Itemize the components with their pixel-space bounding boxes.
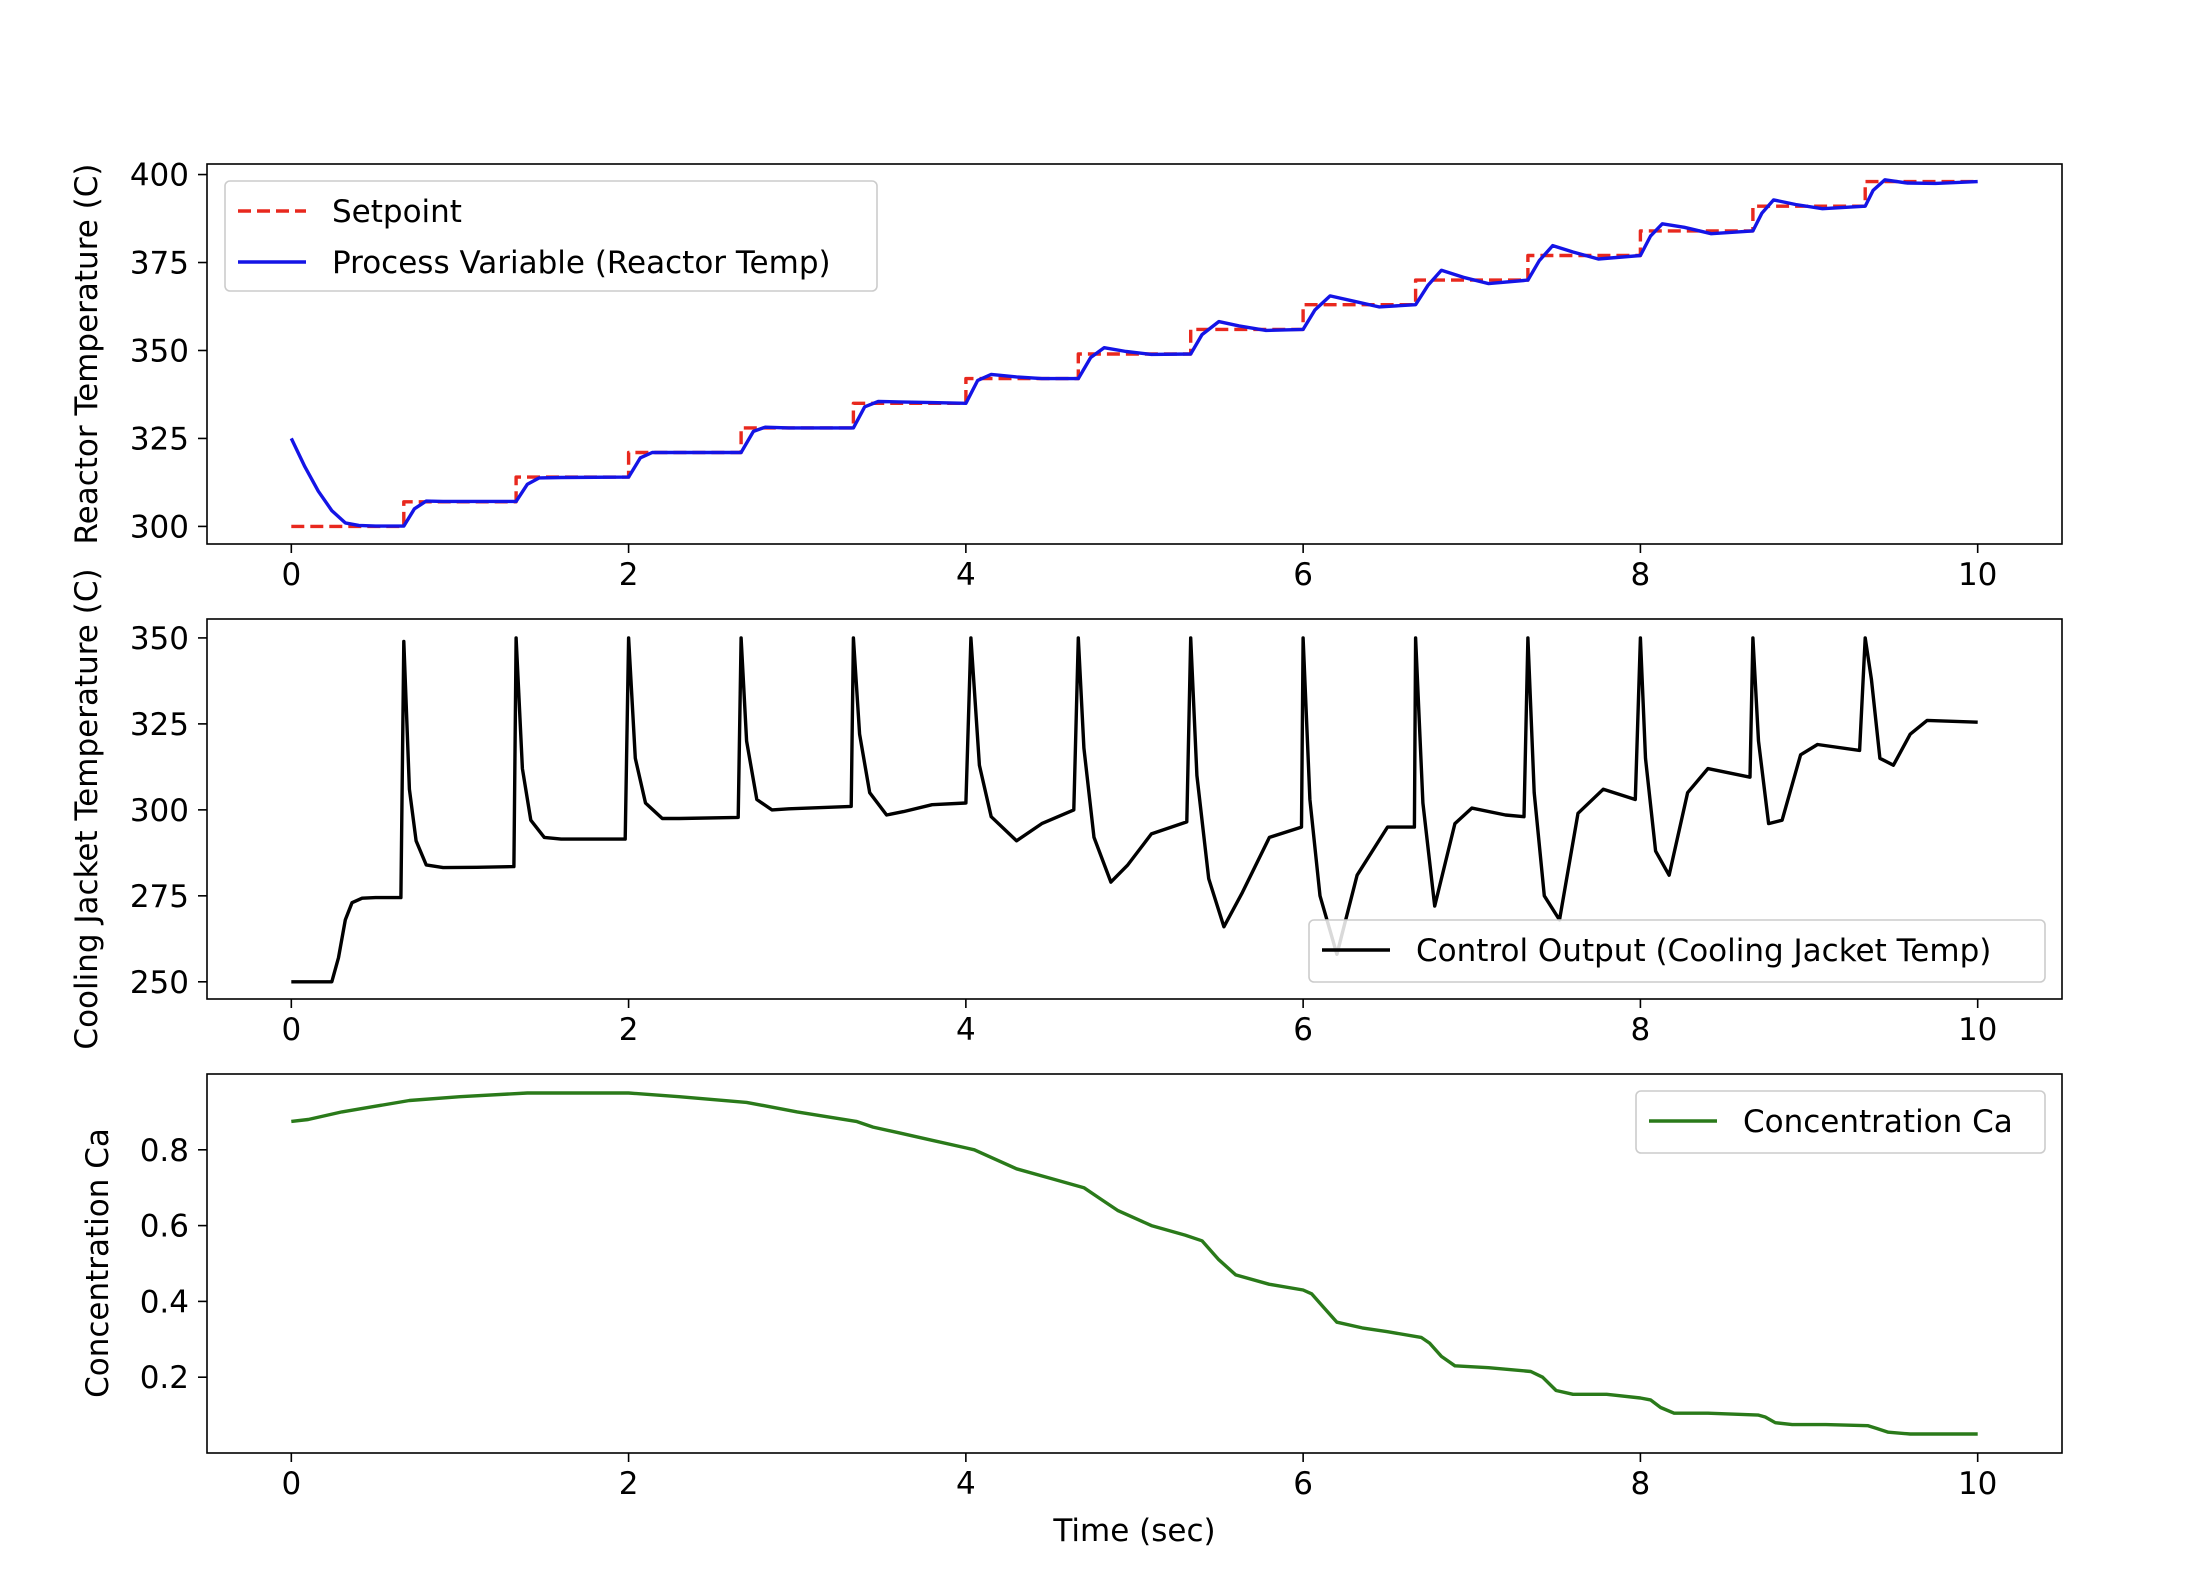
y-tick-label: 350 bbox=[130, 333, 189, 369]
series-line-process-variable-reactor-temp bbox=[289, 178, 1978, 528]
x-tick-label: 2 bbox=[619, 1012, 639, 1048]
series-line-concentration-ca bbox=[291, 1091, 1978, 1436]
legend: Concentration Ca bbox=[1635, 1090, 2046, 1154]
axes-frame bbox=[206, 618, 2063, 1000]
series-line-control-output-cooling-jacket-temp bbox=[291, 636, 1978, 984]
y-axis-title: Reactor Temperature (C) bbox=[69, 163, 105, 544]
legend: Setpoint Process Variable (Reactor Temp) bbox=[224, 180, 878, 292]
y-tick-label: 325 bbox=[130, 421, 189, 457]
legend: Control Output (Cooling Jacket Temp) bbox=[1308, 919, 2046, 983]
y-tick-label: 400 bbox=[130, 158, 189, 194]
y-tick-label: 300 bbox=[130, 509, 189, 545]
y-axis-title: Concentration Ca bbox=[80, 1128, 116, 1398]
x-tick-label: 0 bbox=[281, 1466, 301, 1502]
legend-label: Process Variable (Reactor Temp) bbox=[332, 245, 831, 281]
x-tick-label: 8 bbox=[1631, 1012, 1651, 1048]
legend-box bbox=[224, 180, 878, 292]
x-tick-label: 6 bbox=[1293, 1466, 1313, 1502]
x-tick-label: 0 bbox=[281, 1012, 301, 1048]
subplot-3: 0 2 4 6 8 10 0.2 0.4 0.6 0.8 Concentration Ca Time … bbox=[80, 1073, 2063, 1549]
x-tick-label: 0 bbox=[281, 557, 301, 593]
x-tick-label: 4 bbox=[956, 1466, 976, 1502]
x-tick-label: 8 bbox=[1631, 1466, 1651, 1502]
legend-label: Setpoint bbox=[332, 194, 462, 230]
legend-box bbox=[1308, 919, 2046, 983]
y-tick-label: 300 bbox=[130, 793, 189, 829]
y-axis-title: Cooling Jacket Temperature (C) bbox=[69, 568, 105, 1049]
x-tick-label: 2 bbox=[619, 557, 639, 593]
legend-label: Control Output (Cooling Jacket Temp) bbox=[1416, 933, 1991, 969]
y-tick-label: 0.4 bbox=[140, 1284, 189, 1320]
y-tick-label: 0.2 bbox=[140, 1360, 189, 1396]
x-tick-label: 2 bbox=[619, 1466, 639, 1502]
x-tick-label: 8 bbox=[1631, 557, 1651, 593]
subplot-1: 0 2 4 6 8 10 300 325 350 375 400 Reactor Temperatur… bbox=[69, 158, 2063, 593]
x-tick-label: 6 bbox=[1293, 1012, 1313, 1048]
legend-label: Concentration Ca bbox=[1743, 1104, 2013, 1140]
y-tick-label: 325 bbox=[130, 707, 189, 743]
subplot-2: 0 2 4 6 8 10 250 275 300 325 350 Cooling Jacket Tem… bbox=[69, 568, 2063, 1050]
x-axis-title: Time (sec) bbox=[1052, 1513, 1215, 1549]
y-tick-label: 350 bbox=[130, 621, 189, 657]
x-tick-label: 4 bbox=[956, 1012, 976, 1048]
x-tick-label: 6 bbox=[1293, 557, 1313, 593]
x-tick-label: 10 bbox=[1958, 1012, 1997, 1048]
x-tick-label: 10 bbox=[1958, 557, 1997, 593]
y-tick-label: 375 bbox=[130, 246, 189, 282]
y-tick-label: 0.6 bbox=[140, 1209, 189, 1245]
y-tick-label: 250 bbox=[130, 965, 189, 1001]
legend-box bbox=[1635, 1090, 2046, 1154]
y-tick-label: 0.8 bbox=[140, 1133, 189, 1169]
axes-frame bbox=[206, 163, 2063, 545]
y-tick-label: 275 bbox=[130, 879, 189, 915]
x-tick-label: 4 bbox=[956, 557, 976, 593]
x-tick-label: 10 bbox=[1958, 1466, 1997, 1502]
axes-frame bbox=[206, 1073, 2063, 1454]
